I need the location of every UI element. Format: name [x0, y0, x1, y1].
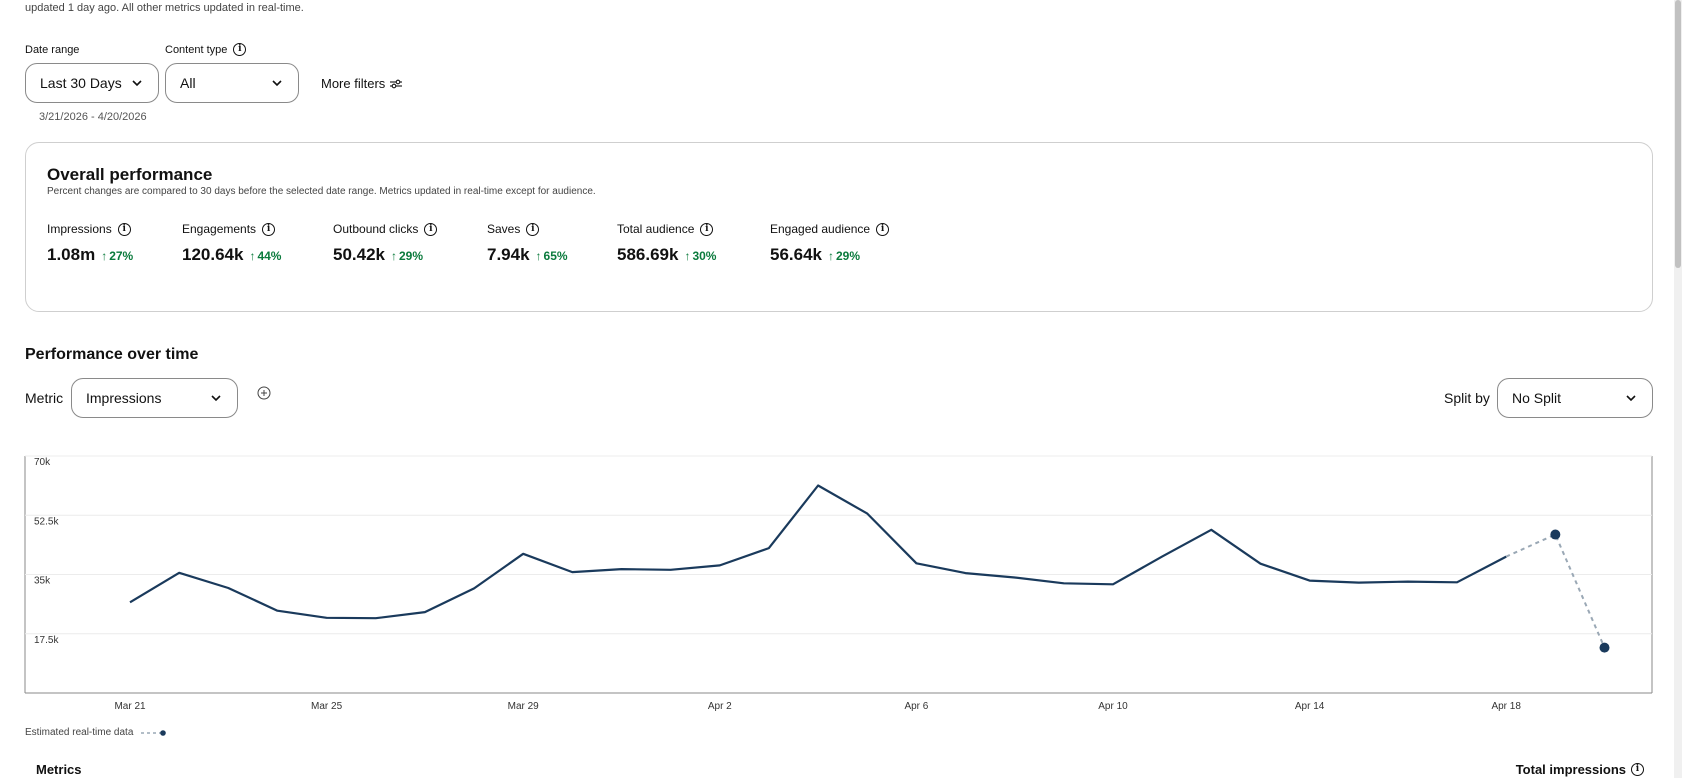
y-tick-label: 52.5k [34, 516, 59, 527]
x-tick-label: Apr 6 [904, 701, 928, 712]
content-type-label: Content type i [165, 43, 247, 56]
arrow-up-icon: ↑ [101, 249, 108, 263]
y-tick-label: 17.5k [34, 635, 59, 646]
info-icon[interactable]: i [700, 222, 714, 236]
chevron-down-icon [211, 395, 221, 402]
x-tick-label: Mar 25 [311, 701, 343, 712]
metric-label: Metric [25, 390, 64, 406]
y-tick-label: 70k [34, 457, 51, 468]
scrollbar-thumb[interactable] [1675, 0, 1681, 268]
sliders-icon [390, 79, 403, 88]
arrow-up-icon: ↑ [828, 249, 834, 263]
estimated-legend-marker [141, 729, 167, 736]
info-icon[interactable]: i [424, 222, 438, 236]
metrics-section-title: Metrics [36, 762, 82, 777]
change-badge: ↑ 44% [249, 249, 282, 263]
overall-performance-title: Overall performance [47, 165, 213, 184]
metric-impressions: Impressions i 1.08m ↑ 27% [47, 222, 134, 264]
info-icon[interactable]: i [233, 43, 247, 56]
x-tick-label: Mar 21 [114, 701, 146, 712]
date-range-select[interactable]: Last 30 Days [25, 63, 159, 103]
split-by-label: Split by [1444, 390, 1490, 406]
total-impressions-header: Total impressions i [1516, 762, 1644, 777]
y-tick-label: 35k [34, 576, 51, 587]
metric-saves: Saves i 7.94k ↑ 65% [487, 222, 568, 264]
arrow-up-icon: ↑ [391, 249, 397, 263]
x-tick-label: Apr 2 [708, 701, 732, 712]
change-badge: ↑ 30% [684, 249, 717, 263]
chevron-down-icon [272, 80, 282, 87]
arrow-up-icon: ↑ [684, 249, 691, 263]
date-span: 3/21/2026 - 4/20/2026 [39, 111, 147, 123]
change-badge: ↑ 27% [101, 249, 134, 263]
split-by-select[interactable]: No Split [1497, 378, 1653, 418]
scrollbar[interactable] [1674, 0, 1682, 778]
estimated-data-point [1599, 642, 1610, 653]
x-tick-label: Apr 18 [1491, 701, 1521, 712]
more-filters-button[interactable]: More filters [321, 76, 403, 91]
overall-performance-subtitle: Percent changes are compared to 30 days … [47, 186, 596, 197]
add-metric-icon[interactable] [257, 386, 271, 400]
arrow-up-icon: ↑ [249, 249, 256, 263]
x-tick-label: Apr 14 [1295, 701, 1325, 712]
chevron-down-icon [1626, 395, 1636, 402]
metric-total-audience: Total audience i 586.69k ↑ 30% [617, 222, 717, 264]
change-badge: ↑ 65% [535, 249, 568, 263]
overall-performance-card: Overall performance Percent changes are … [25, 142, 1653, 312]
metric-engagements: Engagements i 120.64k ↑ 44% [182, 222, 282, 264]
performance-over-time-title: Performance over time [25, 346, 199, 363]
metric-engaged-audience: Engaged audience i 56.64k ↑ 29% [770, 222, 890, 265]
info-icon[interactable]: i [876, 222, 890, 236]
info-icon[interactable]: i [526, 222, 540, 236]
legend: Estimated real-time data [25, 727, 167, 738]
chevron-down-icon [132, 80, 142, 87]
info-icon[interactable]: i [117, 222, 131, 236]
metric-outbound-clicks: Outbound clicks i 50.42k ↑ 29% [333, 222, 438, 265]
impressions-line-chart: 70k 52.5k 35k 17.5k Mar 21 Mar 25 Mar 29 Apr 2 A… [24, 455, 1653, 712]
impressions-series-line [129, 484, 1507, 620]
estimated-data-point [1550, 529, 1561, 540]
change-badge: ↑ 29% [391, 249, 424, 263]
info-icon[interactable]: i [262, 222, 276, 236]
x-tick-label: Apr 10 [1098, 701, 1128, 712]
update-note: updated 1 day ago. All other metrics upd… [25, 2, 304, 14]
metric-select[interactable]: Impressions [71, 378, 238, 418]
arrow-up-icon: ↑ [535, 249, 542, 263]
estimated-series-line [1505, 533, 1606, 648]
date-range-label: Date range [25, 44, 80, 56]
content-type-select[interactable]: All [165, 63, 299, 103]
x-tick-label: Mar 29 [508, 701, 540, 712]
info-icon[interactable]: i [1631, 763, 1644, 776]
change-badge: ↑ 29% [828, 249, 861, 263]
